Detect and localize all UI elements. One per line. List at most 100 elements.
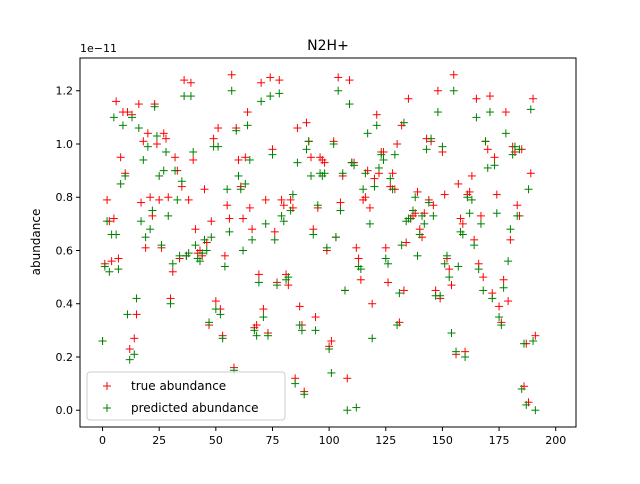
predicted-abundance-point — [168, 259, 177, 268]
predicted-abundance-point — [295, 321, 304, 330]
predicted-abundance-point — [524, 185, 533, 194]
true-abundance-point — [361, 193, 370, 202]
true-abundance-point — [293, 124, 302, 133]
predicted-abundance-point — [508, 150, 517, 159]
predicted-abundance-point — [293, 158, 302, 167]
predicted-abundance-point — [152, 132, 161, 141]
predicted-abundance-point — [139, 155, 148, 164]
predicted-abundance-point — [171, 166, 180, 175]
predicted-abundance-point — [137, 217, 146, 226]
predicted-abundance-point — [359, 185, 368, 194]
x-tick-label: 50 — [209, 434, 223, 447]
predicted-abundance-point — [177, 177, 186, 186]
predicted-abundance-point — [118, 121, 127, 130]
predicted-abundance-point — [429, 211, 438, 220]
predicted-abundance-point — [424, 198, 433, 207]
predicted-abundance-point — [497, 321, 506, 330]
legend-label-true: true abundance — [131, 379, 226, 393]
predicted-abundance-point — [109, 113, 118, 122]
predicted-abundance-point — [309, 230, 318, 239]
true-abundance-point — [531, 331, 540, 340]
true-abundance-point — [486, 92, 495, 101]
true-abundance-point — [433, 86, 442, 95]
true-abundance-point — [155, 195, 164, 204]
true-abundance-point — [161, 134, 170, 143]
true-abundance-point — [440, 190, 449, 199]
predicted-abundance-point — [418, 211, 427, 220]
true-abundance-point — [261, 195, 270, 204]
y-tick-label: 0.0 — [56, 404, 74, 417]
true-abundance-point — [200, 185, 209, 194]
true-abundance-point — [476, 211, 485, 220]
predicted-abundance-point — [148, 206, 157, 215]
x-tick-label: 125 — [375, 434, 396, 447]
true-abundance-point — [259, 305, 268, 314]
predicted-abundance-point — [397, 241, 406, 250]
predicted-abundance-point — [302, 145, 311, 154]
true-abundance-point — [277, 195, 286, 204]
predicted-abundance-point — [345, 100, 354, 109]
predicted-abundance-point — [304, 137, 313, 146]
predicted-abundance-point — [184, 249, 193, 258]
legend-plus-predicted — [103, 404, 111, 412]
predicted-abundance-point — [474, 265, 483, 274]
predicted-abundance-point — [198, 249, 207, 258]
predicted-abundance-point — [384, 259, 393, 268]
true-abundance-point — [107, 257, 116, 266]
y-axis: 0.0 0.2 0.4 0.6 0.8 1.0 1.2 — [56, 85, 80, 417]
true-abundance-point — [207, 217, 216, 226]
true-abundance-point — [399, 286, 408, 295]
predicted-abundance-point — [406, 214, 415, 223]
predicted-abundance-point — [146, 225, 155, 234]
predicted-abundance-point — [481, 137, 490, 146]
x-tick-label: 0 — [99, 434, 106, 447]
predicted-abundance-point — [517, 384, 526, 393]
true-abundance-point — [445, 265, 454, 274]
true-abundance-point — [343, 374, 352, 383]
true-abundance-point — [159, 129, 168, 138]
true-abundance-point — [109, 214, 118, 223]
predicted-abundance-point — [352, 403, 361, 412]
predicted-abundance-point — [465, 209, 474, 218]
predicted-abundance-point — [166, 299, 175, 308]
predicted-abundance-point — [365, 219, 374, 228]
predicted-abundance-point — [243, 121, 252, 130]
true-abundance-point — [384, 278, 393, 287]
true-abundance-point — [286, 195, 295, 204]
true-abundance-point — [492, 190, 501, 199]
true-abundance-point — [270, 227, 279, 236]
predicted-abundance-point — [245, 155, 254, 164]
predicted-abundance-point — [121, 171, 130, 180]
x-tick-label: 200 — [545, 434, 566, 447]
predicted-abundance-point — [436, 291, 445, 300]
predicted-abundance-point — [381, 254, 390, 263]
true-abundance-point — [354, 254, 363, 263]
predicted-abundance-point — [483, 163, 492, 172]
true-abundance-point — [513, 201, 522, 210]
predicted-abundance-point — [461, 352, 470, 361]
predicted-abundance-point — [513, 211, 522, 220]
predicted-abundance-point — [379, 155, 388, 164]
predicted-abundance-point — [227, 86, 236, 95]
true-abundance-point — [239, 214, 248, 223]
predicted-abundance-point — [112, 230, 121, 239]
predicted-abundance-point — [128, 113, 137, 122]
true-abundance-point — [254, 270, 263, 279]
true-abundance-point — [334, 73, 343, 82]
true-abundance-point — [134, 100, 143, 109]
true-abundance-point — [479, 273, 488, 282]
predicted-abundance-point — [155, 171, 164, 180]
predicted-abundance-point — [399, 118, 408, 127]
predicted-abundance-point — [266, 92, 275, 101]
predicted-abundance-point — [490, 161, 499, 170]
predicted-abundance-point — [261, 219, 270, 228]
predicted-abundance-point — [320, 169, 329, 178]
true-abundance-point — [180, 76, 189, 85]
true-abundance-point — [112, 97, 121, 106]
true-abundance-point — [257, 78, 266, 87]
predicted-abundance-point — [105, 267, 114, 276]
predicted-abundance-point — [492, 209, 501, 218]
predicted-abundance-point — [440, 259, 449, 268]
true-abundance-point — [114, 254, 123, 263]
